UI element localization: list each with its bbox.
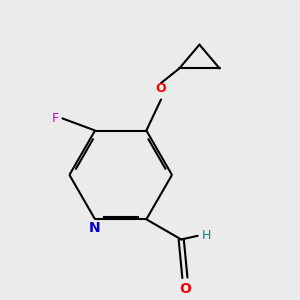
Text: O: O — [156, 82, 166, 95]
Text: O: O — [179, 282, 191, 296]
Text: F: F — [52, 112, 59, 125]
Text: N: N — [89, 221, 101, 236]
Text: H: H — [202, 229, 212, 242]
